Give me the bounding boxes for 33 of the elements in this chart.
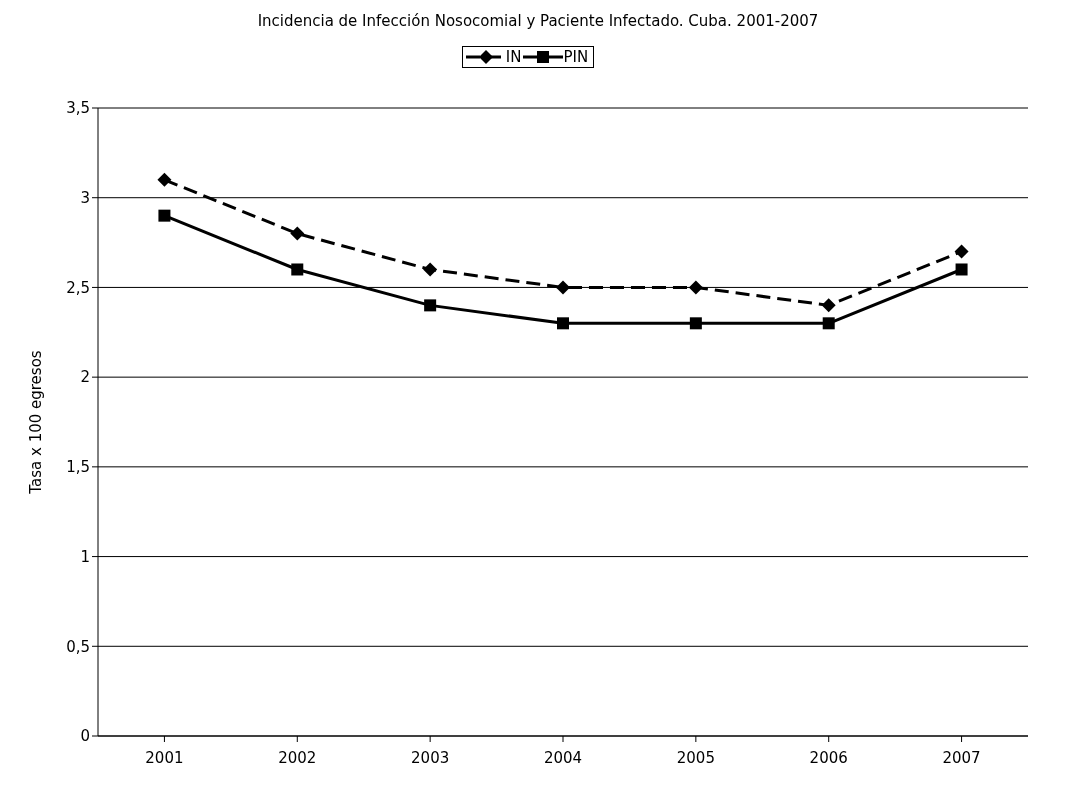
x-tick-label: 2003: [411, 748, 450, 767]
legend-label: PIN: [562, 48, 589, 66]
y-tick-label: 3: [80, 189, 90, 208]
point: [424, 299, 437, 312]
point: [423, 262, 438, 277]
y-tick-label: 0: [80, 727, 90, 746]
point: [955, 263, 968, 276]
chart-title: Incidencia de Infección Nosocomial y Paciente Infectado. Cuba. 2001-2007: [256, 12, 820, 32]
point: [822, 317, 835, 330]
point: [689, 317, 702, 330]
point: [157, 172, 172, 187]
point: [291, 263, 304, 276]
x-tick-label: 2001: [145, 748, 184, 767]
y-tick-label: 2: [80, 368, 90, 387]
legend-label: IN: [504, 48, 522, 66]
point: [821, 298, 836, 313]
point: [556, 280, 570, 295]
x-tick-label: 2006: [809, 748, 848, 767]
point: [688, 280, 703, 295]
x-tick-label: 2005: [676, 748, 715, 767]
x-tick-label: 2004: [543, 748, 583, 767]
y-axis-title: Tasa x 100 egresos: [27, 350, 46, 495]
point: [158, 209, 171, 222]
point: [290, 226, 305, 241]
y-tick-label: 3,5: [66, 99, 90, 118]
x-tick-label: 2007: [942, 748, 981, 767]
point: [954, 244, 969, 259]
point: [557, 317, 569, 330]
y-tick-label: 1: [80, 547, 90, 566]
y-tick-label: 2,5: [66, 278, 90, 297]
x-tick-label: 2002: [278, 748, 317, 767]
y-tick-label: 0,5: [66, 637, 90, 656]
y-tick-label: 1,5: [66, 458, 90, 477]
